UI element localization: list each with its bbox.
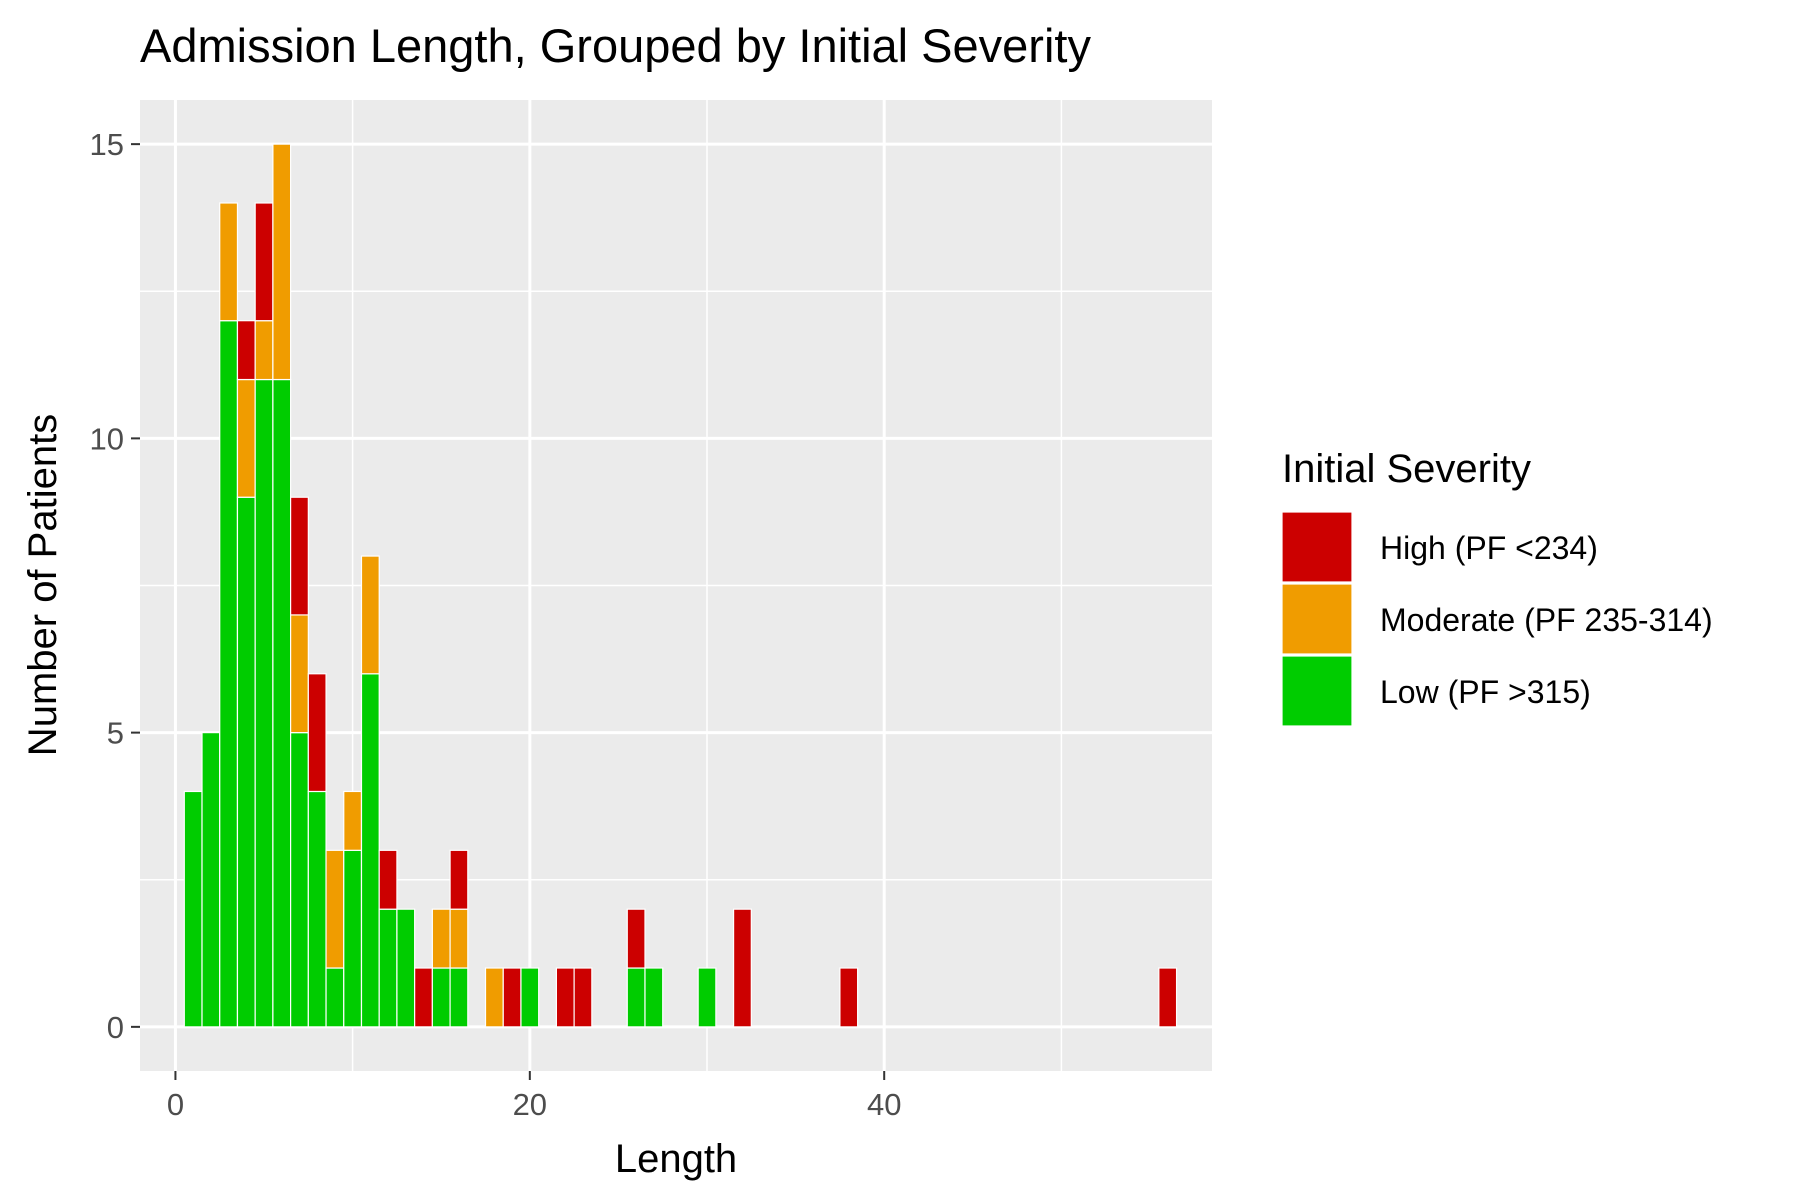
bar-segment bbox=[219, 320, 239, 1028]
bar-segment bbox=[183, 790, 203, 1028]
bar-segment bbox=[272, 378, 292, 1028]
legend-key bbox=[1281, 583, 1353, 655]
bar-segment bbox=[290, 614, 309, 734]
y-tick-label: 10 bbox=[90, 421, 124, 456]
axes: 0 5 10 15 0 20 40 bbox=[90, 127, 902, 1122]
bar-segment bbox=[254, 378, 274, 1028]
bar-segment bbox=[396, 908, 416, 1028]
legend-label: Low (PF >315) bbox=[1380, 674, 1591, 710]
bar-segment bbox=[290, 732, 309, 1028]
legend-title: Initial Severity bbox=[1282, 447, 1531, 491]
bar-segment bbox=[449, 908, 469, 969]
bar-segment bbox=[839, 967, 859, 1028]
legend: Initial Severity High (PF <234) Moderate … bbox=[1281, 447, 1713, 727]
bar-segment bbox=[360, 555, 380, 675]
bar-segment bbox=[236, 378, 256, 498]
bar-segment bbox=[644, 967, 664, 1028]
bar-segment bbox=[378, 849, 398, 910]
bar-segment bbox=[219, 202, 239, 322]
bar-segment bbox=[307, 790, 327, 1028]
bar-segment bbox=[431, 967, 451, 1028]
y-tick-label: 15 bbox=[90, 127, 124, 162]
x-tick-label: 0 bbox=[167, 1087, 184, 1122]
bar-segment bbox=[290, 496, 309, 616]
bar-segment bbox=[449, 967, 469, 1028]
legend-key bbox=[1281, 511, 1353, 583]
bar-segment bbox=[343, 790, 363, 851]
bar-segment bbox=[484, 967, 504, 1028]
bar-segment bbox=[307, 673, 327, 793]
bar-segment bbox=[626, 908, 646, 969]
bar-segment bbox=[502, 967, 522, 1028]
legend-key bbox=[1281, 655, 1353, 727]
bar-segment bbox=[555, 967, 575, 1028]
bar-segment bbox=[520, 967, 540, 1028]
bar-segment bbox=[732, 908, 752, 1028]
chart-title: Admission Length, Grouped by Initial Sev… bbox=[140, 19, 1091, 72]
bar-segment bbox=[626, 967, 646, 1028]
bar-segment bbox=[573, 967, 593, 1028]
legend-label: Moderate (PF 235-314) bbox=[1380, 602, 1713, 638]
x-axis-title: Length bbox=[615, 1137, 737, 1181]
bars bbox=[183, 143, 1178, 1028]
bar-segment bbox=[343, 849, 363, 1028]
y-axis-title: Number of Patients bbox=[21, 414, 65, 756]
legend-label: High (PF <234) bbox=[1380, 530, 1598, 566]
bar-segment bbox=[697, 967, 717, 1028]
bar-segment bbox=[378, 908, 398, 1028]
bar-segment bbox=[201, 732, 221, 1028]
bar-segment bbox=[236, 496, 256, 1028]
x-tick-label: 20 bbox=[513, 1087, 547, 1122]
bar-segment bbox=[325, 967, 345, 1028]
bar-segment bbox=[272, 143, 292, 381]
bar-segment bbox=[254, 202, 274, 322]
bar-segment bbox=[360, 673, 380, 1028]
bar-segment bbox=[1158, 967, 1178, 1028]
x-tick-label: 40 bbox=[867, 1087, 901, 1122]
bar-segment bbox=[236, 320, 256, 381]
bar-segment bbox=[431, 908, 451, 969]
bar-segment bbox=[254, 320, 274, 381]
bar-segment bbox=[414, 967, 433, 1028]
y-tick-label: 0 bbox=[107, 1010, 124, 1045]
y-tick-label: 5 bbox=[107, 716, 124, 751]
bar-segment bbox=[325, 849, 345, 969]
bar-segment bbox=[449, 849, 469, 910]
